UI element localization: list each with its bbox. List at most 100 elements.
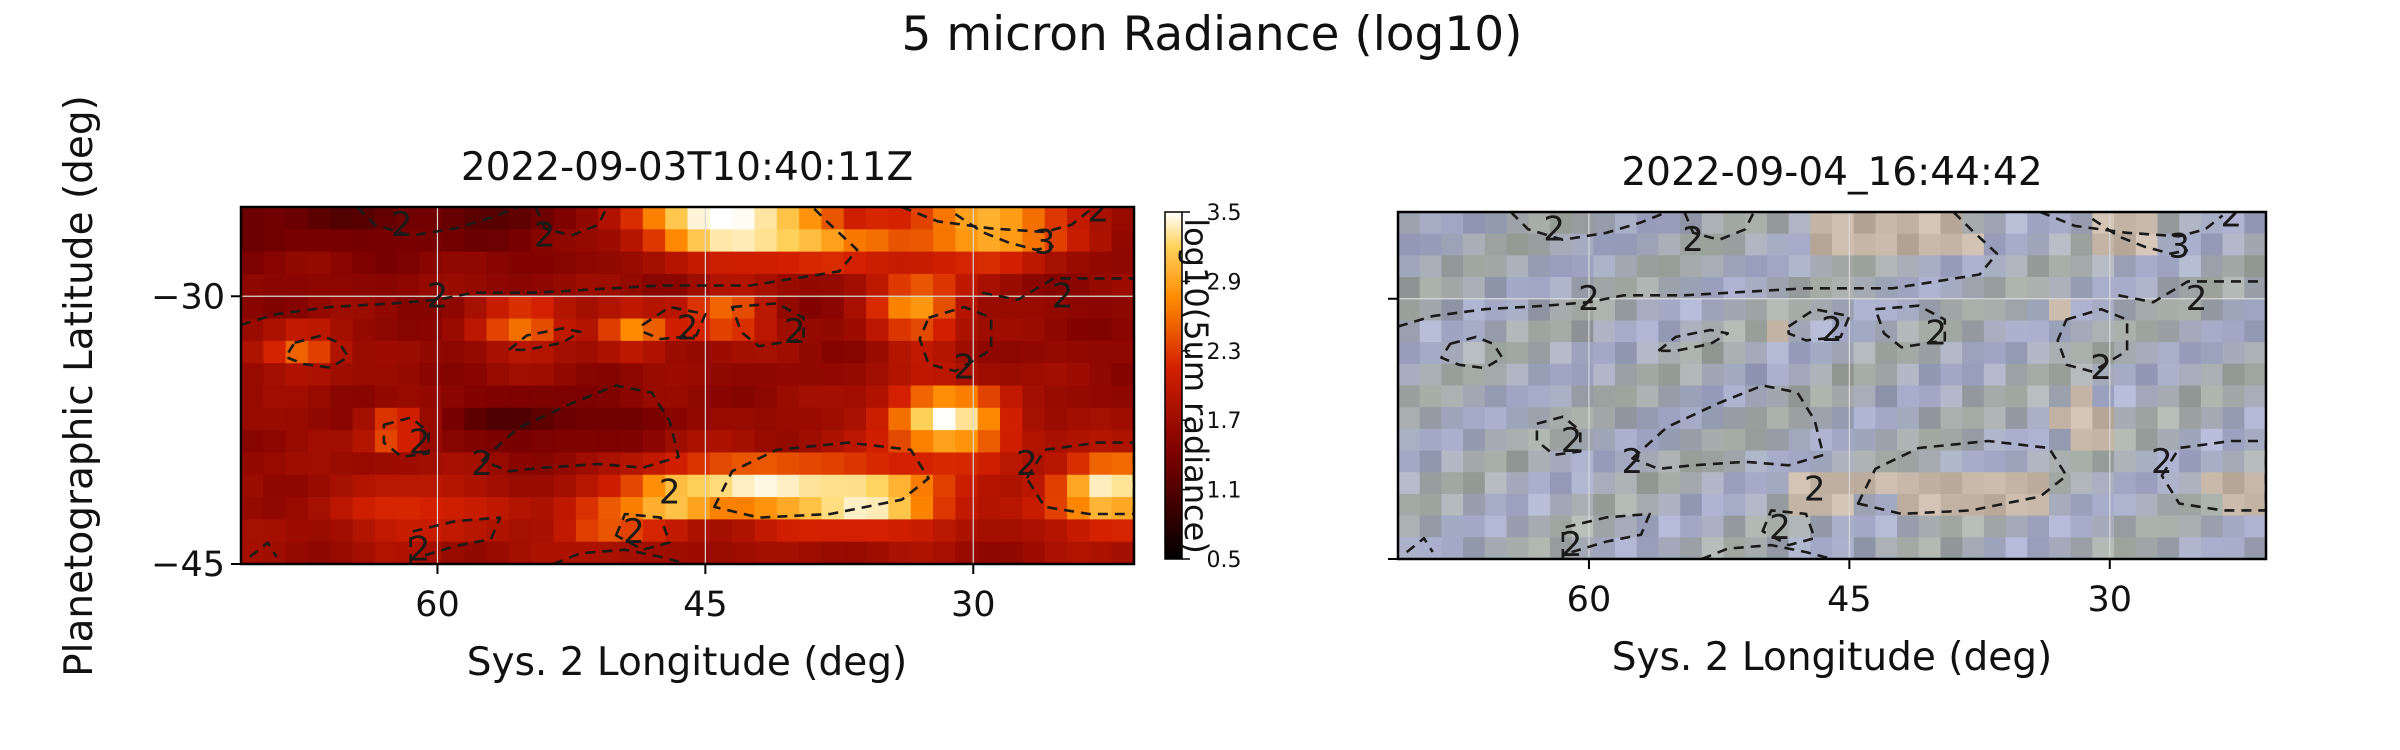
heatmap-cell xyxy=(1398,342,1421,365)
heatmap-cell xyxy=(419,497,443,520)
heatmap-cell xyxy=(1398,385,1421,408)
heatmap-cell xyxy=(1419,515,1442,538)
heatmap-cell xyxy=(754,497,778,520)
heatmap-cell xyxy=(1658,450,1681,473)
heatmap-cell xyxy=(642,430,666,454)
heatmap-cell xyxy=(2135,212,2159,235)
heatmap-cell xyxy=(1680,298,1703,322)
heatmap-cell xyxy=(1636,472,1659,495)
heatmap-cell xyxy=(285,318,309,342)
heatmap-cell xyxy=(1571,537,1594,559)
heatmap-cell xyxy=(419,273,443,297)
heatmap-cell xyxy=(441,363,465,387)
heatmap-cell xyxy=(397,519,421,543)
heatmap-cell xyxy=(1571,472,1594,495)
heatmap-cell xyxy=(352,385,376,409)
heatmap-cell xyxy=(843,340,867,364)
heatmap-cell xyxy=(799,340,823,364)
heatmap-cell xyxy=(553,251,577,275)
heatmap-cell xyxy=(2114,320,2137,343)
heatmap-cell xyxy=(1067,385,1090,409)
heatmap-cell xyxy=(754,296,778,320)
heatmap-cell xyxy=(1089,407,1113,431)
heatmap-cell xyxy=(1832,212,1855,235)
heatmap-cell xyxy=(397,296,421,320)
heatmap-cell xyxy=(553,385,577,409)
panel-2-frame xyxy=(1396,210,2268,561)
heatmap-cell xyxy=(1044,207,1068,230)
heatmap-cell xyxy=(374,318,398,342)
heatmap-cell xyxy=(1089,519,1113,543)
heatmap-cell xyxy=(330,363,354,387)
heatmap-cell xyxy=(2114,298,2137,322)
heatmap-cell xyxy=(2092,493,2115,517)
heatmap-cell xyxy=(620,363,644,387)
heatmap-cell xyxy=(1766,537,1790,559)
heatmap-cell xyxy=(241,273,264,297)
heatmap-cell xyxy=(1463,428,1486,452)
heatmap-cell xyxy=(888,340,912,364)
heatmap-cell xyxy=(1615,233,1638,256)
heatmap-cell xyxy=(1853,407,1876,430)
heatmap-cell xyxy=(285,385,309,409)
heatmap-cell xyxy=(1419,255,1442,278)
heatmap-cell xyxy=(464,430,488,454)
heatmap-cell xyxy=(1463,450,1486,473)
heatmap-cell xyxy=(441,474,465,498)
heatmap-cell xyxy=(2244,212,2266,235)
heatmap-cell xyxy=(1983,212,2007,235)
heatmap-cell xyxy=(2092,428,2115,452)
heatmap-cell xyxy=(2244,255,2266,278)
heatmap-cell xyxy=(732,296,756,320)
contour-label: 2 xyxy=(1821,310,1843,350)
heatmap-cell xyxy=(397,340,421,364)
heatmap-cell xyxy=(2222,537,2245,559)
heatmap-cell xyxy=(1658,255,1681,278)
heatmap-cell xyxy=(374,519,398,543)
heatmap-cell xyxy=(732,273,756,297)
heatmap-cell xyxy=(1398,428,1421,452)
heatmap-cell xyxy=(799,363,823,387)
heatmap-cell xyxy=(2200,472,2224,495)
heatmap-cell xyxy=(352,251,376,275)
heatmap-cell xyxy=(1680,233,1703,256)
heatmap-cell xyxy=(977,318,1001,342)
heatmap-cell xyxy=(1506,450,1529,473)
heatmap-cell xyxy=(1875,212,1898,235)
heatmap-cell xyxy=(352,541,376,564)
heatmap-cell xyxy=(2114,342,2137,365)
heatmap-cell xyxy=(1484,493,1508,517)
heatmap-cell xyxy=(821,407,845,431)
heatmap-cell xyxy=(1463,233,1486,256)
heatmap-cell xyxy=(1044,385,1068,409)
heatmap-cell xyxy=(1615,342,1638,365)
heatmap-cell xyxy=(486,541,510,564)
heatmap-cell xyxy=(330,541,354,564)
panel-1-gridlines xyxy=(241,207,1134,564)
heatmap-cell xyxy=(2244,342,2266,365)
heatmap-cell xyxy=(2092,472,2115,495)
heatmap-cell xyxy=(2027,385,2050,408)
heatmap-cell xyxy=(1680,472,1703,495)
heatmap-cell xyxy=(1571,233,1594,256)
heatmap-cell xyxy=(2005,428,2028,452)
contour-label: 2 xyxy=(784,312,806,352)
heatmap-cell xyxy=(866,497,890,520)
heatmap-cell xyxy=(2157,298,2180,322)
heatmap-cell xyxy=(352,452,376,476)
heatmap-cell xyxy=(1419,233,1442,256)
heatmap-cell xyxy=(2070,277,2093,300)
heatmap-cell xyxy=(1745,298,1768,322)
heatmap-cell xyxy=(553,452,577,476)
heatmap-cell xyxy=(1918,407,1942,430)
heatmap-cell xyxy=(2179,320,2202,343)
heatmap-cell xyxy=(933,273,956,297)
heatmap-cell xyxy=(1875,428,1898,452)
heatmap-cell xyxy=(486,497,510,520)
heatmap-cell xyxy=(1441,493,1464,517)
heatmap-cell xyxy=(352,273,376,297)
heatmap-cell xyxy=(2070,450,2093,473)
heatmap-cell xyxy=(441,229,465,253)
heatmap-cell xyxy=(1044,296,1068,320)
